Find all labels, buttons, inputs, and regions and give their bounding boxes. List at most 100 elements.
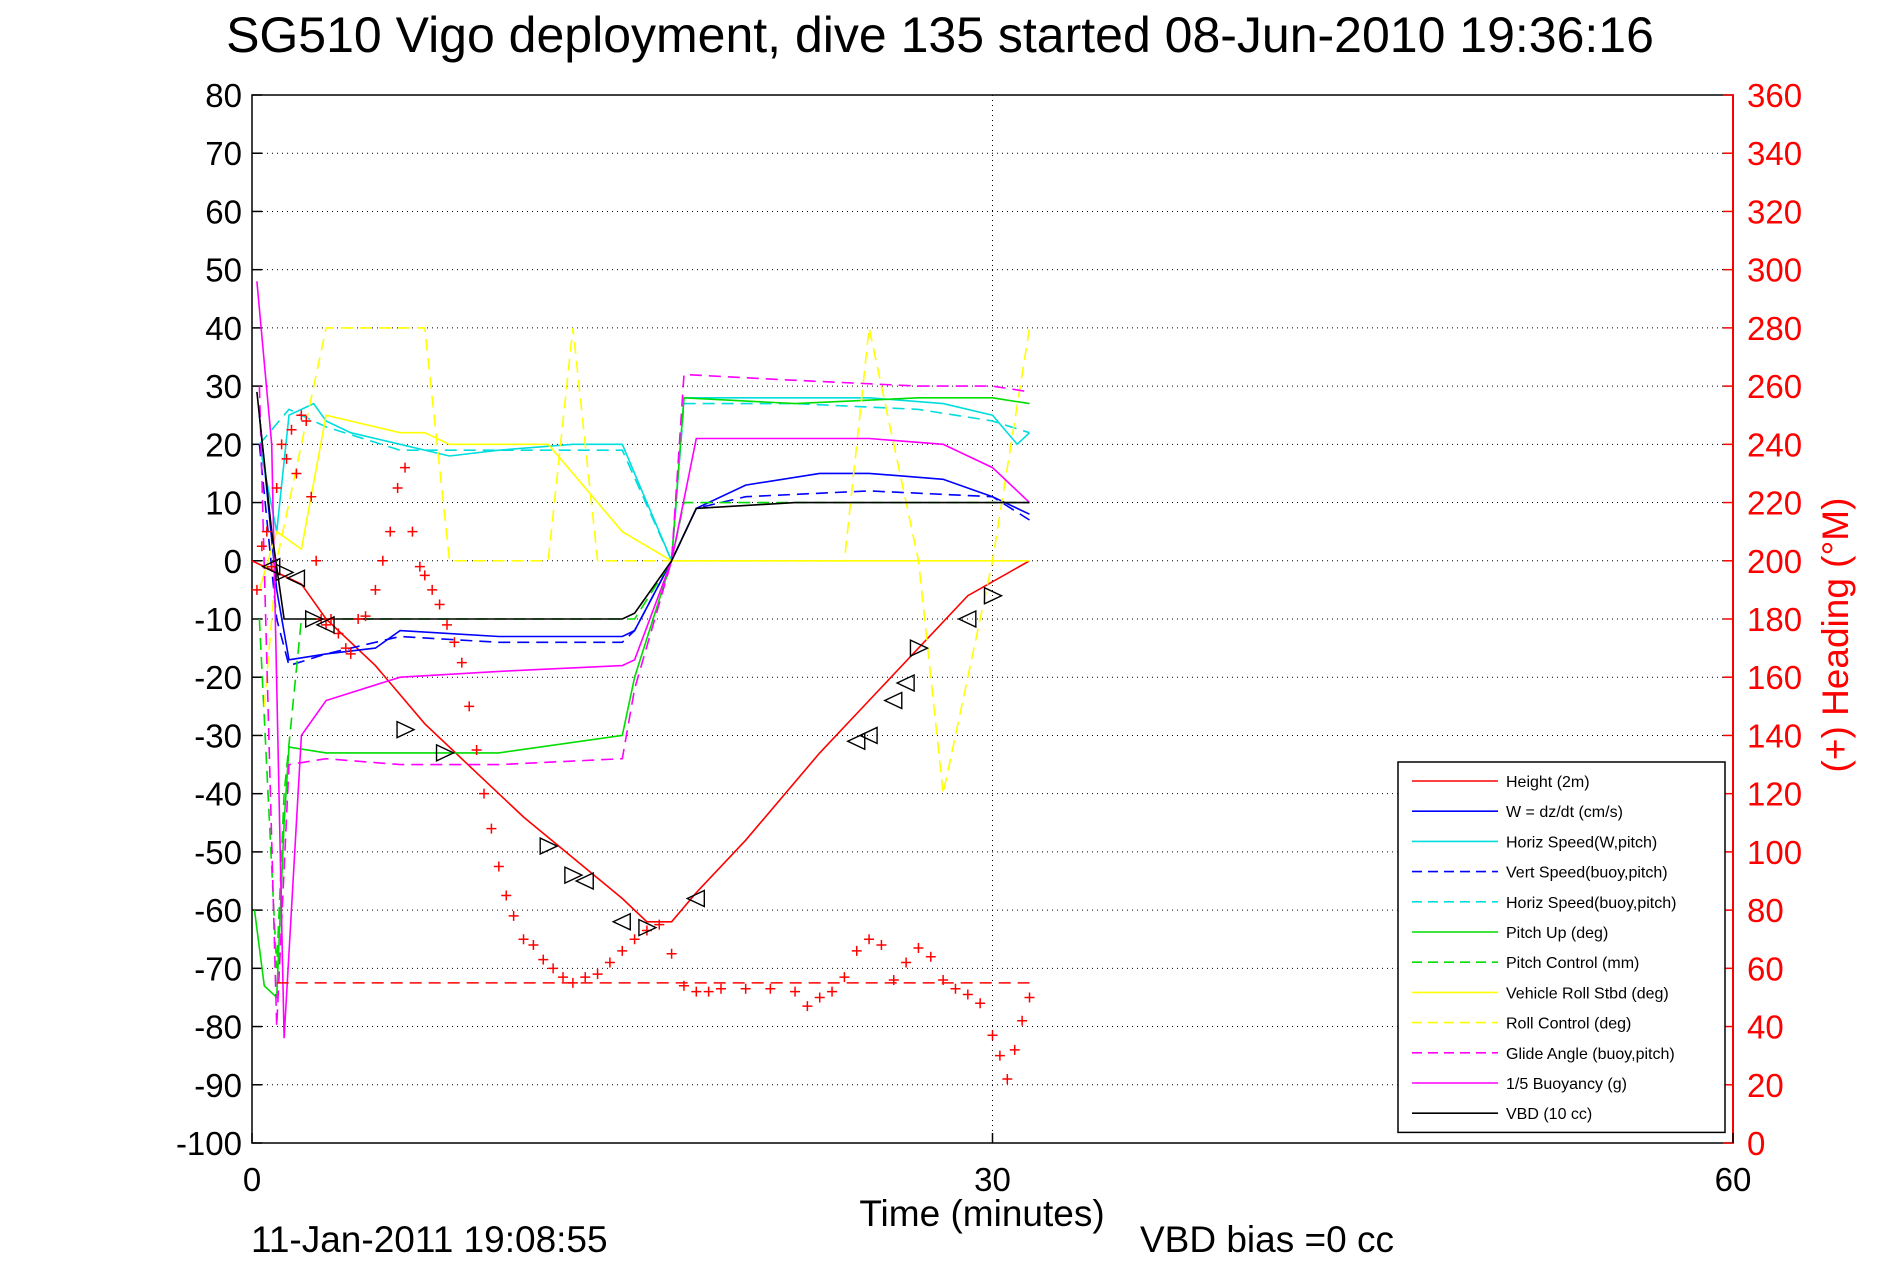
heading-point [464,701,475,712]
y-tick-label: -80 [194,1009,242,1046]
triangle-marker-left [846,732,866,751]
triangle-marker-left [285,569,306,588]
heading-point [296,410,307,421]
y2-tick-label: 0 [1747,1125,1765,1162]
heading-point [864,934,875,945]
legend-entry: Vehicle Roll Stbd (deg) [1506,985,1669,1002]
y-tick-label: -50 [194,834,242,871]
y-tick-label: -30 [194,717,242,754]
heading-point [666,948,677,959]
heading-point [419,570,430,581]
y2-axis-label: (+) Heading (°M) [1815,498,1856,773]
heading-point [691,986,702,997]
series-line-0 [251,560,1030,923]
legend-entry: Horiz Speed(buoy,pitch) [1506,895,1676,912]
series-line-10 [256,281,1031,1039]
heading-point [427,584,438,595]
y2-axis-ticks: 3603403203002802602402202001801601401201… [1723,77,1802,1162]
legend-entry: Horiz Speed(W,pitch) [1506,834,1657,851]
heading-point [486,823,497,834]
heading-point [975,998,986,1009]
heading-point [839,972,850,983]
y2-tick-label: 180 [1747,601,1802,638]
y-tick-label: -60 [194,892,242,929]
heading-point [493,861,504,872]
y2-tick-label: 260 [1747,368,1802,405]
triangle-marker-left [858,726,878,745]
heading-point [414,561,425,572]
y-tick-label: 40 [205,310,242,347]
legend-entry: W = dz/dt (cm/s) [1506,804,1623,821]
y-tick-label: -100 [176,1125,242,1162]
y-tick-label: 50 [205,252,242,289]
y-tick-label: 0 [224,543,242,580]
heading-point [901,957,912,968]
y2-tick-label: 240 [1747,426,1802,463]
heading-point [592,969,603,980]
heading-point [449,637,460,648]
heading-point [814,992,825,1003]
heading-points [251,410,1035,1084]
heading-point [790,986,801,997]
triangle-marker-left [957,609,977,629]
y2-tick-label: 200 [1747,543,1802,580]
heading-point [678,980,689,991]
legend-entry: 1/5 Buoyancy (g) [1506,1076,1627,1093]
heading-point [740,983,751,994]
heading-point [276,439,287,450]
heading-point [291,468,302,479]
heading-point [353,614,364,624]
y2-tick-label: 100 [1747,834,1802,871]
y-axis-ticks: 80 70 60 50 40 30 20 10 0 -10 -20 -30 -40 -50 -60 -70 -8… [176,77,262,1162]
x-axis-ticks: 0 30 60 [243,1133,1751,1198]
heading-point [987,1030,998,1041]
y2-tick-label: 160 [1747,659,1802,696]
heading-point [392,483,403,493]
heading-point [827,986,838,997]
heading-point [654,919,665,930]
y-tick-label: -90 [194,1067,242,1104]
heading-point [851,945,862,956]
x-tick-label: 0 [243,1161,261,1198]
heading-point [479,788,490,799]
heading-point [501,890,512,901]
footer-date: 11-Jan-2011 19:08:55 [251,1219,608,1260]
series-line-2 [258,396,1031,562]
series-group [251,281,1031,1039]
triangle-marker-left [261,557,281,576]
heading-point [434,599,445,610]
triangle-marker-right [539,836,559,856]
y2-tick-label: 300 [1747,252,1802,289]
y-tick-label: -40 [194,776,242,813]
heading-point [1009,1044,1020,1055]
x-tick-label: 30 [974,1161,1011,1198]
chart-title: SG510 Vigo deployment, dive 135 started … [226,7,1654,63]
legend-entry: Pitch Up (deg) [1506,925,1608,942]
y2-tick-label: 220 [1747,485,1802,522]
heading-point [508,910,519,921]
heading-point [567,977,578,988]
y2-tick-label: 60 [1747,950,1784,987]
y-tick-label: -70 [194,950,242,987]
heading-point [802,1001,813,1012]
heading-point [385,526,396,537]
heading-point [950,983,961,994]
triangle-markers [261,557,1004,937]
legend-entry: Height (2m) [1506,774,1590,791]
heading-point [1017,1015,1028,1026]
legend-box [1397,761,1726,1134]
heading-point [306,491,317,502]
heading-point [629,934,640,945]
heading-point [281,453,292,464]
heading-point [538,954,549,965]
y-tick-label: 80 [205,77,242,114]
y2-tick-label: 360 [1747,77,1802,114]
y2-tick-label: 80 [1747,892,1784,929]
x-axis-label: Time (minutes) [859,1193,1104,1234]
heading-point [407,526,418,537]
heading-point [377,555,388,566]
heading-point [617,945,628,956]
heading-point [441,619,452,630]
heading-point [913,942,924,953]
